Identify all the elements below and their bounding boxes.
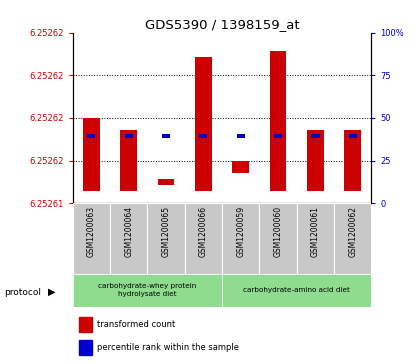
Text: transformed count: transformed count (97, 321, 175, 329)
Text: GSM1200059: GSM1200059 (236, 206, 245, 257)
Bar (110, 203, 147, 274)
Text: percentile rank within the sample: percentile rank within the sample (97, 343, 239, 352)
Bar (274, 134, 282, 138)
Bar (73, 203, 110, 274)
Text: GSM1200066: GSM1200066 (199, 206, 208, 257)
Bar (334, 203, 371, 274)
Text: protocol: protocol (4, 288, 41, 297)
Bar (222, 274, 371, 307)
Bar (311, 134, 320, 138)
Text: carbohydrate-whey protein
hydrolysate diet: carbohydrate-whey protein hydrolysate di… (98, 284, 196, 297)
Bar (270, 51, 286, 191)
Text: GSM1200065: GSM1200065 (161, 206, 171, 257)
Bar (124, 134, 133, 138)
Bar (237, 134, 245, 138)
Bar (232, 161, 249, 173)
Text: GSM1200062: GSM1200062 (348, 206, 357, 257)
Bar (259, 203, 297, 274)
Text: GSM1200060: GSM1200060 (273, 206, 283, 257)
Title: GDS5390 / 1398159_at: GDS5390 / 1398159_at (145, 19, 299, 32)
Bar (195, 57, 212, 191)
Bar (222, 203, 259, 274)
Text: GSM1200061: GSM1200061 (311, 206, 320, 257)
Bar (120, 130, 137, 191)
Text: GSM1200063: GSM1200063 (87, 206, 96, 257)
Bar (78, 339, 92, 355)
Bar (349, 134, 357, 138)
Bar (185, 203, 222, 274)
Bar (158, 179, 174, 185)
Bar (87, 134, 95, 138)
Bar (78, 317, 92, 333)
Bar (73, 274, 222, 307)
Bar (147, 203, 185, 274)
Bar (162, 134, 170, 138)
Bar (344, 130, 361, 191)
Text: carbohydrate-amino acid diet: carbohydrate-amino acid diet (243, 287, 350, 293)
Bar (199, 134, 208, 138)
Text: ▶: ▶ (48, 287, 55, 297)
Bar (297, 203, 334, 274)
Text: GSM1200064: GSM1200064 (124, 206, 133, 257)
Bar (307, 130, 324, 191)
Bar (83, 118, 100, 191)
